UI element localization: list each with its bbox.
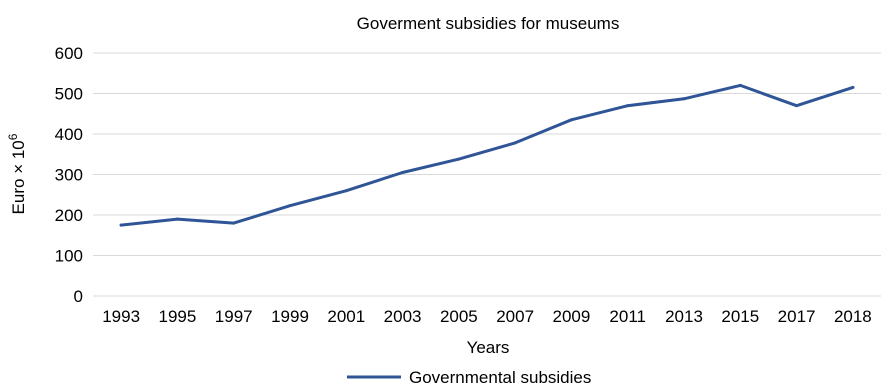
x-tick-label: 1999 — [271, 307, 309, 326]
x-axis-label: Years — [467, 338, 510, 357]
x-tick-label: 1997 — [215, 307, 253, 326]
data-point — [175, 217, 179, 221]
data-point — [626, 104, 630, 108]
y-tick-label: 500 — [55, 85, 83, 104]
gridlines — [93, 52, 881, 297]
x-tick-label: 1993 — [102, 307, 140, 326]
data-point — [457, 157, 461, 161]
y-tick-label: 200 — [55, 206, 83, 225]
x-tick-label: 2009 — [553, 307, 591, 326]
y-tick-label: 300 — [55, 166, 83, 185]
y-axis-label-base: Euro × 10 — [9, 140, 28, 214]
y-tick-label: 0 — [74, 287, 83, 306]
x-axis-ticks: 1993 1995 1997 1999 2001 2003 2005 2007 2009 2011… — [102, 307, 872, 326]
x-tick-label: 2018 — [834, 307, 872, 326]
legend-label: Governmental subsidies — [409, 368, 591, 386]
x-tick-label: 2007 — [496, 307, 534, 326]
data-point — [569, 118, 573, 122]
data-point — [682, 97, 686, 101]
y-tick-label: 400 — [55, 125, 83, 144]
y-tick-label: 600 — [55, 44, 83, 63]
data-point — [851, 85, 855, 89]
series-layer — [119, 83, 855, 227]
data-point — [795, 104, 799, 108]
data-point — [738, 83, 742, 87]
y-axis-label: Euro × 106 — [6, 133, 28, 214]
y-tick-label: 100 — [55, 247, 83, 266]
x-tick-label: 2001 — [327, 307, 365, 326]
chart-title: Goverment subsidies for museums — [357, 14, 620, 33]
data-point — [232, 221, 236, 225]
x-tick-label: 1995 — [159, 307, 197, 326]
x-tick-label: 2003 — [384, 307, 422, 326]
data-point — [401, 170, 405, 174]
legend: Governmental subsidies — [347, 368, 591, 387]
x-tick-label: 2005 — [440, 307, 478, 326]
x-tick-label: 2013 — [665, 307, 703, 326]
data-point — [513, 141, 517, 145]
x-tick-label: 2011 — [609, 307, 646, 326]
data-point — [119, 223, 123, 227]
data-point — [288, 204, 292, 208]
data-point — [344, 189, 348, 193]
series-line-governmental-subsidies — [119, 83, 855, 227]
x-tick-label: 2017 — [778, 307, 816, 326]
y-axis-label-exponent: 6 — [6, 133, 20, 140]
y-axis-ticks: 0 100 200 300 400 500 600 — [55, 44, 83, 306]
x-tick-label: 2015 — [721, 307, 759, 326]
